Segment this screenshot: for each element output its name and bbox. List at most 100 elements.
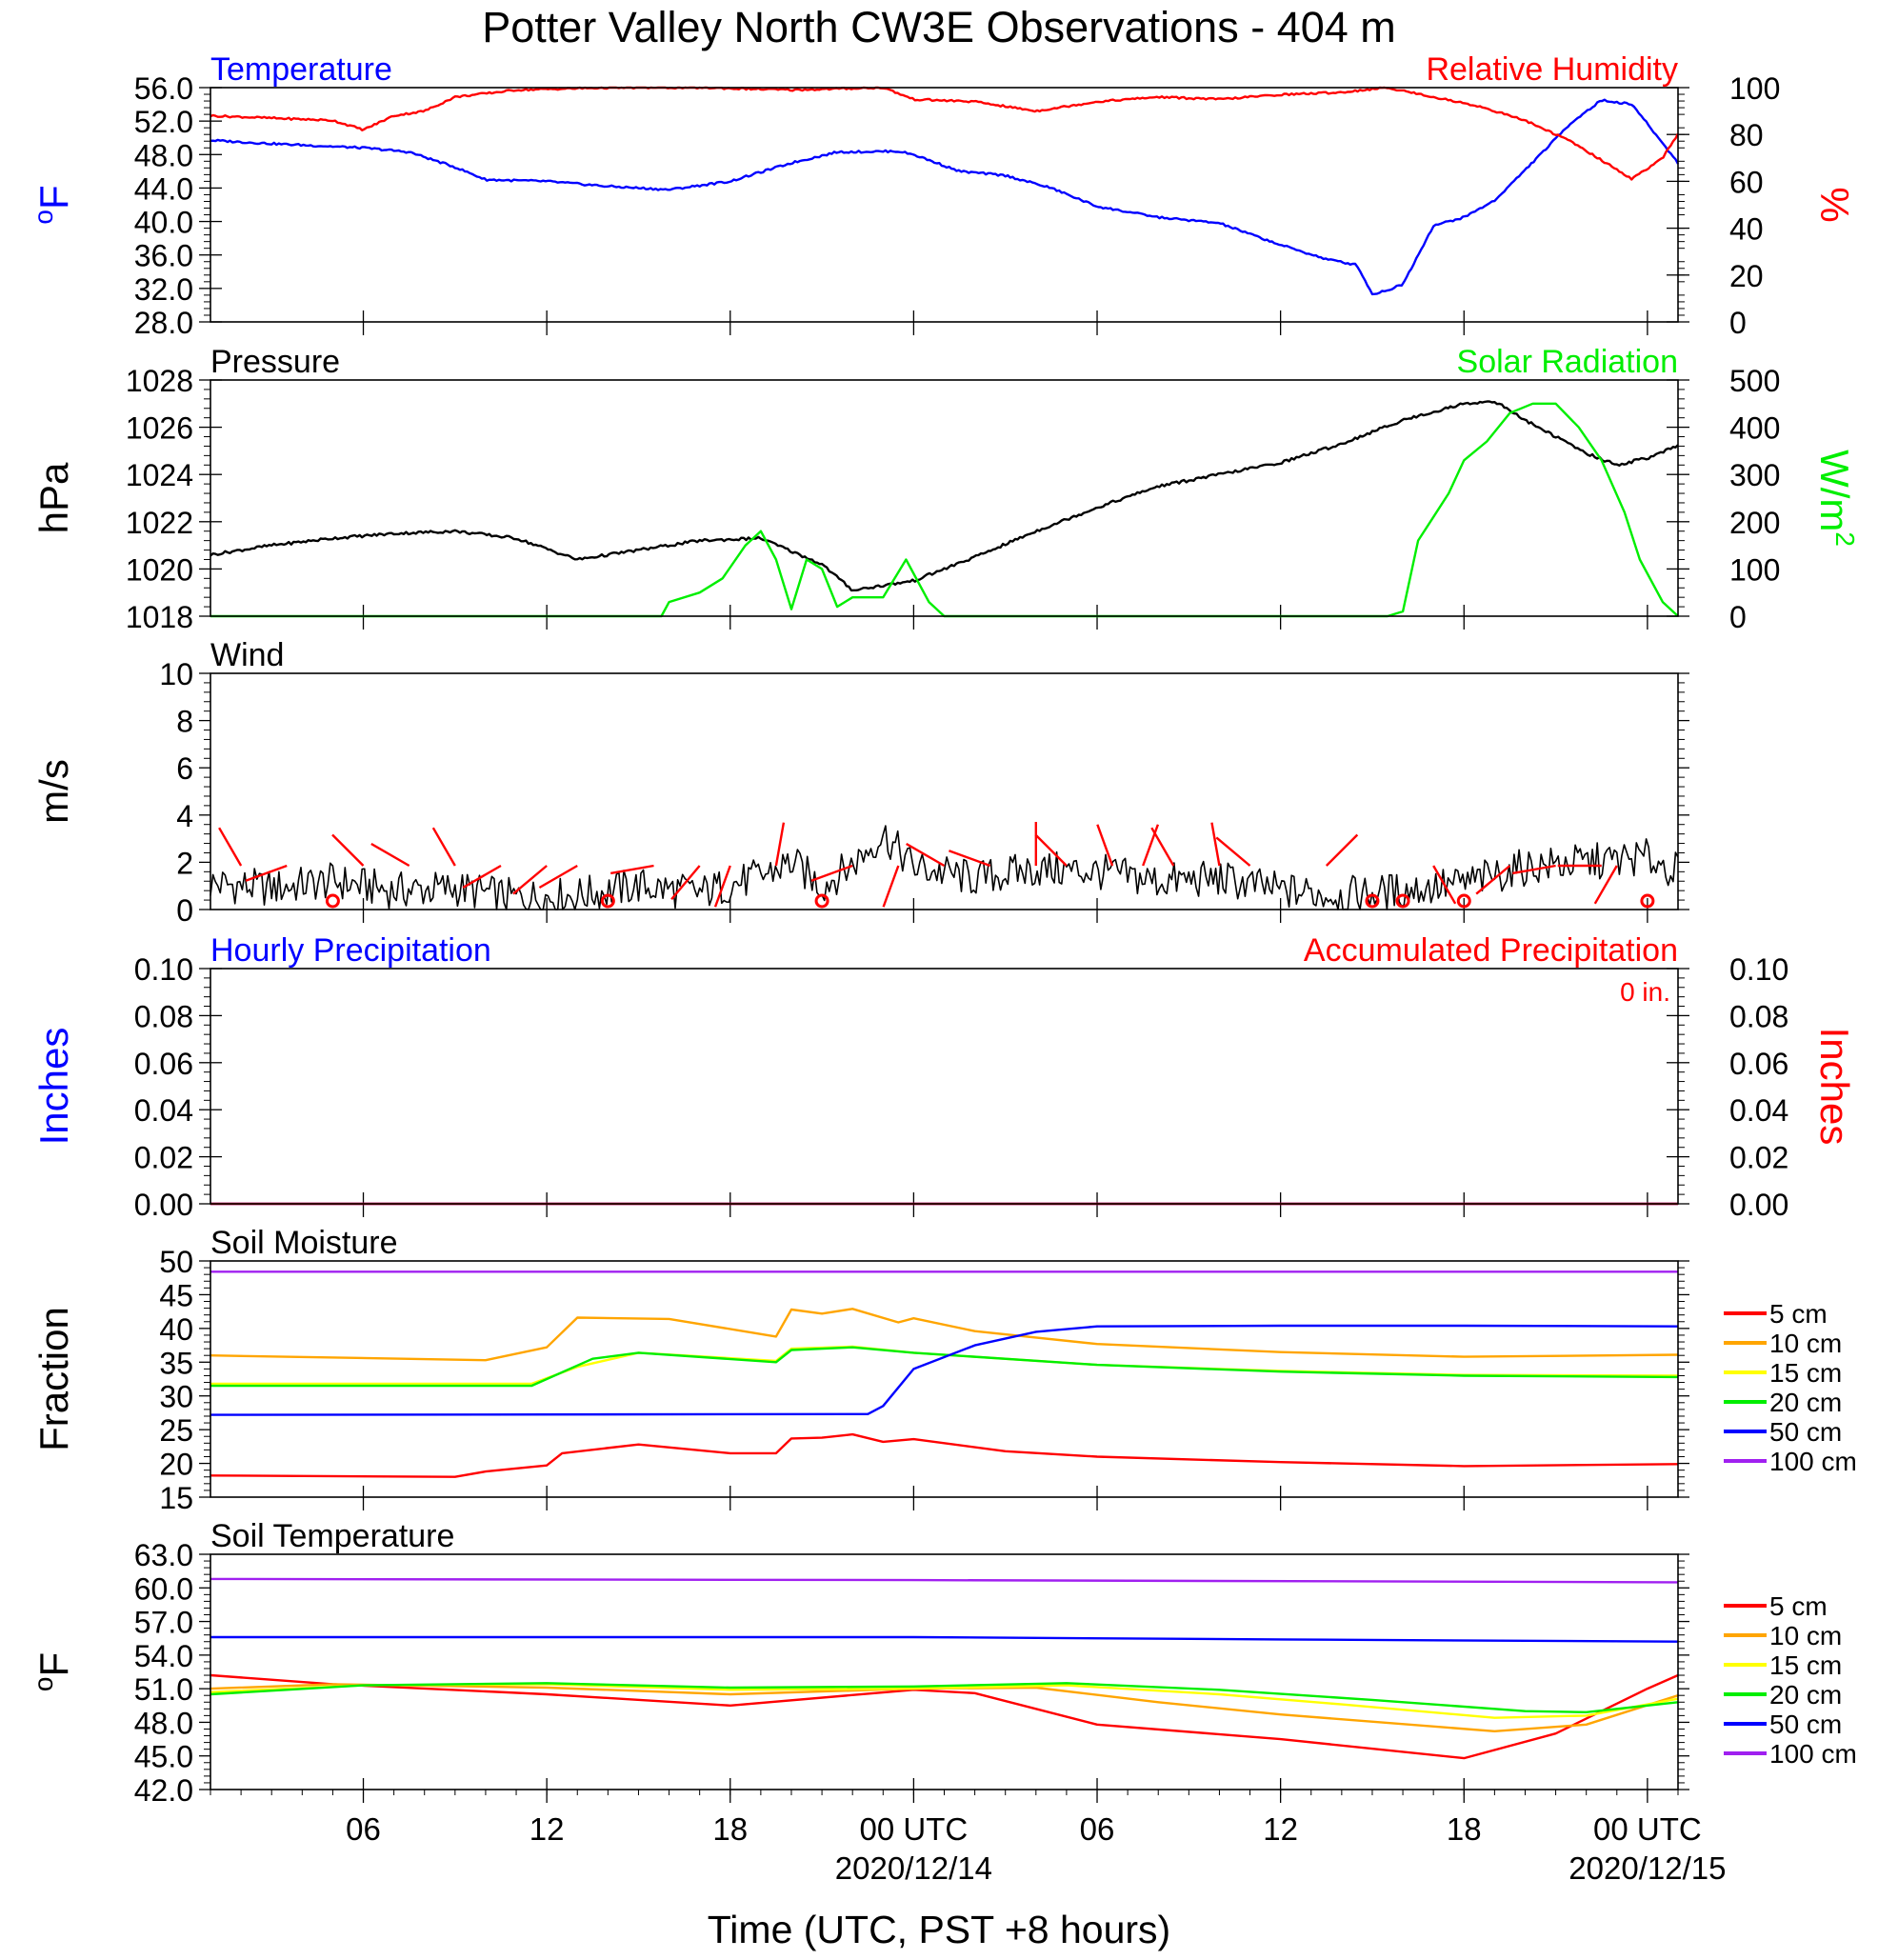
y-tick-label: 6 [176, 751, 193, 786]
y-axis-label-right: W/m2 [1812, 450, 1860, 547]
y-tick-label: 1022 [126, 506, 193, 540]
y-tick-label: 4 [176, 799, 193, 833]
y-tick-label-right: 0.02 [1729, 1141, 1788, 1175]
y-tick-label-right: 400 [1729, 411, 1780, 446]
wind-barb [1034, 833, 1068, 867]
wind-barb [370, 842, 410, 868]
series-line-20cm [210, 1346, 1679, 1388]
y-tick-label-right: 0 [1729, 306, 1747, 340]
y-tick-label: 15 [159, 1481, 193, 1515]
y-tick-label: 30 [159, 1380, 193, 1414]
series-line-15cm [210, 1345, 1679, 1386]
y-tick-label: 48.0 [134, 1706, 193, 1740]
series-line-20cm [210, 1682, 1679, 1714]
wind-barb [538, 864, 578, 890]
y-tick-label: 1026 [126, 411, 193, 446]
y-tick-label: 35 [159, 1346, 193, 1380]
panel-frame [210, 968, 1679, 1205]
y-tick-label-right: 200 [1729, 506, 1780, 540]
series-line-50cm [210, 1324, 1679, 1416]
y-tick-label-right: 100 [1729, 552, 1780, 587]
legend-label: 15 cm [1769, 1358, 1842, 1388]
legend-label: 50 cm [1769, 1710, 1842, 1739]
legend-label: 50 cm [1769, 1417, 1842, 1447]
y-tick-label: 1024 [126, 458, 193, 492]
wind-barb [512, 865, 548, 895]
wind-barb [713, 865, 731, 908]
x-tick-label: 06 [346, 1811, 381, 1847]
series-line-s1 [210, 402, 1679, 618]
legend-label: 10 cm [1769, 1329, 1842, 1358]
y-tick-label: 28.0 [134, 306, 193, 340]
series-line-10cm [210, 1683, 1679, 1733]
y-tick-label: 0 [176, 893, 193, 928]
x-tick-label: 18 [1447, 1811, 1482, 1847]
y-tick-label-right: 300 [1729, 458, 1780, 492]
wind-barb [1512, 864, 1556, 875]
wind-barb [1142, 824, 1160, 867]
y-tick-label: 42.0 [134, 1773, 193, 1808]
panel-1: Pressure Solar Radiation 1018 1020 1022 1024 1… [31, 344, 1860, 634]
y-tick-label: 57.0 [134, 1606, 193, 1640]
panel-frame [210, 379, 1679, 617]
y-tick-label: 1018 [126, 600, 193, 634]
y-tick-label-right: 60 [1729, 165, 1764, 199]
y-tick-label-right: 0.04 [1729, 1093, 1788, 1128]
legend-label: 15 cm [1769, 1650, 1842, 1680]
series-line-50cm [210, 1635, 1679, 1643]
panel-title-left: Soil Moisture [210, 1225, 398, 1261]
y-tick-label: 54.0 [134, 1639, 193, 1673]
legend-label: 100 cm [1769, 1739, 1857, 1769]
y-axis-label-right: Inches [1812, 1028, 1857, 1146]
wind-barb [1096, 824, 1114, 867]
y-tick-label-right: 500 [1729, 364, 1780, 398]
y-axis-label: Inches [31, 1028, 76, 1146]
y-tick-label: 50 [159, 1245, 193, 1279]
panels: Temperature Relative Humidity 28.032.036.0… [29, 51, 1860, 1808]
y-tick-label: 0.02 [134, 1141, 193, 1175]
chart-title: Potter Valley North CW3E Observations - … [482, 3, 1396, 51]
x-tick-label: 00 UTC [860, 1811, 969, 1847]
series-line-s0 [210, 825, 1679, 910]
legend-label: 100 cm [1769, 1447, 1857, 1476]
panel-title-left: Temperature [210, 51, 392, 88]
panel-frame [210, 672, 1679, 910]
x-date-label: 2020/12/14 [835, 1850, 992, 1886]
wind-barbs [218, 822, 1655, 909]
wind-barb [949, 850, 991, 868]
wind-barb [431, 827, 456, 867]
legend-label: 10 cm [1769, 1621, 1842, 1650]
wind-barb [774, 822, 786, 867]
y-tick-label: 2 [176, 846, 193, 880]
accumulated-total-label: 0 in. [1620, 977, 1670, 1007]
x-tick-label: 06 [1080, 1811, 1115, 1847]
y-tick-label: 45.0 [134, 1740, 193, 1774]
series-line-s0 [210, 98, 1680, 296]
y-tick-label-right: 20 [1729, 259, 1764, 293]
y-tick-label: 32.0 [134, 272, 193, 307]
wind-barb [906, 842, 946, 868]
calm-wind-marker [1365, 893, 1380, 909]
y-tick-label-right: 80 [1729, 118, 1764, 152]
y-tick-label: 40 [159, 1312, 193, 1347]
y-tick-label: 8 [176, 705, 193, 739]
calm-wind-marker [600, 893, 615, 909]
y-axis-label: oF [29, 185, 76, 224]
wind-barb [331, 833, 365, 867]
x-tick-label: 18 [712, 1811, 748, 1847]
y-axis-label: hPa [31, 462, 76, 533]
x-tick-label: 12 [529, 1811, 565, 1847]
wind-barb [1475, 865, 1511, 895]
wind-barb [882, 865, 900, 908]
wind-barb [1215, 836, 1251, 867]
wind-barb [670, 865, 701, 901]
y-tick-label: 1028 [126, 364, 193, 398]
panel-title-left: Soil Temperature [210, 1518, 454, 1554]
y-tick-label-right: 0.06 [1729, 1047, 1788, 1081]
y-tick-label: 45 [159, 1278, 193, 1312]
series-line-s0 [210, 400, 1679, 592]
y-tick-label: 0.04 [134, 1093, 193, 1128]
y-tick-label: 25 [159, 1413, 193, 1448]
calm-wind-marker [325, 893, 340, 909]
